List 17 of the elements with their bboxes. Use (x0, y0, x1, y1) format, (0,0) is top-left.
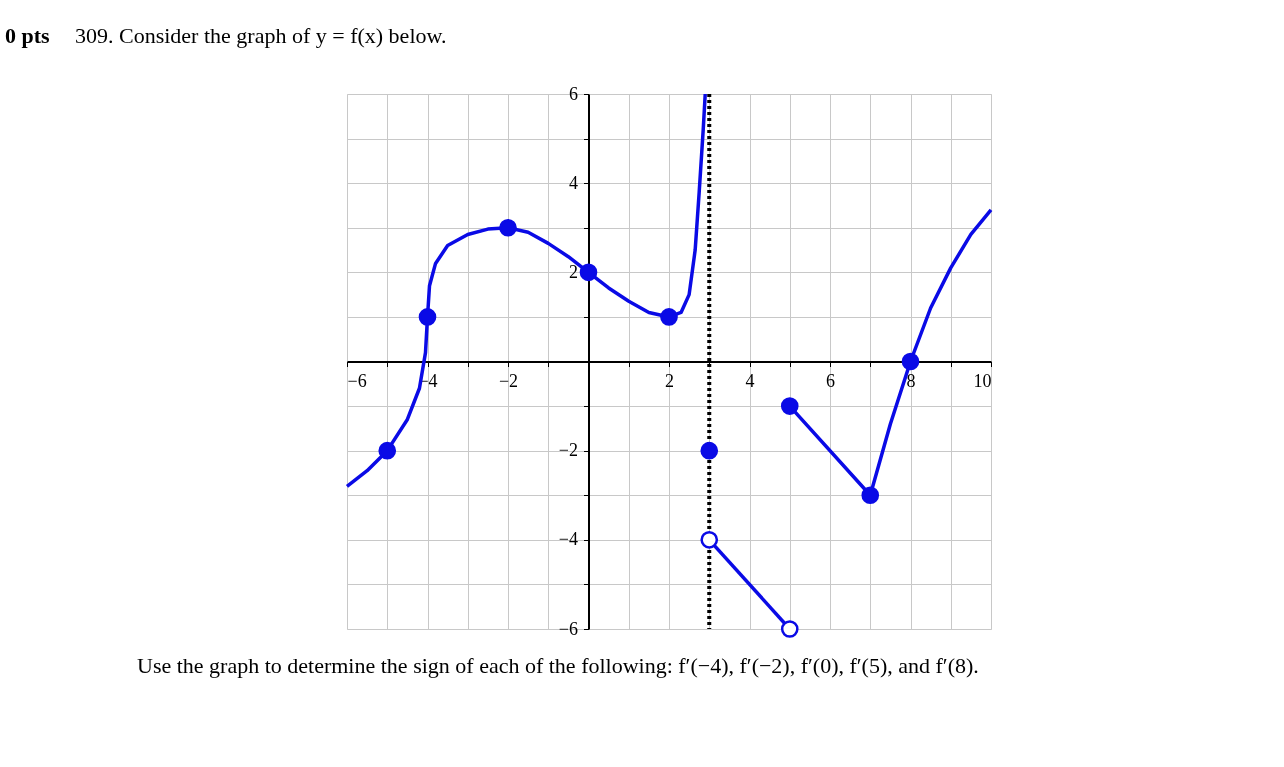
x-tick-label: 8 (906, 371, 916, 391)
x-tick-label: 4 (745, 371, 755, 391)
text: 0 pts (5, 23, 51, 48)
text: Use the graph to determine the sign of each of the following: f′(−4), f′(−2), f′(0), f′(5), and f′(8). (137, 653, 979, 678)
y-tick-label: −4 (558, 529, 578, 550)
x-tick-label: 10 (973, 371, 992, 391)
y-tick-label: 2 (569, 261, 578, 282)
x-tick-label: −6 (347, 371, 367, 391)
y-tick-label: 4 (569, 172, 578, 193)
y-tick-label: −6 (558, 618, 578, 639)
x-tick-label: −4 (418, 371, 438, 391)
chart-title: 309. Consider the graph of y = f(x) below. (75, 23, 447, 48)
x-tick-label: 6 (826, 371, 835, 391)
x-tick-label: 2 (665, 371, 674, 391)
x-tick-label: −2 (498, 371, 519, 391)
y-tick-label: 6 (569, 83, 578, 104)
y-tick-label: −2 (558, 440, 578, 461)
